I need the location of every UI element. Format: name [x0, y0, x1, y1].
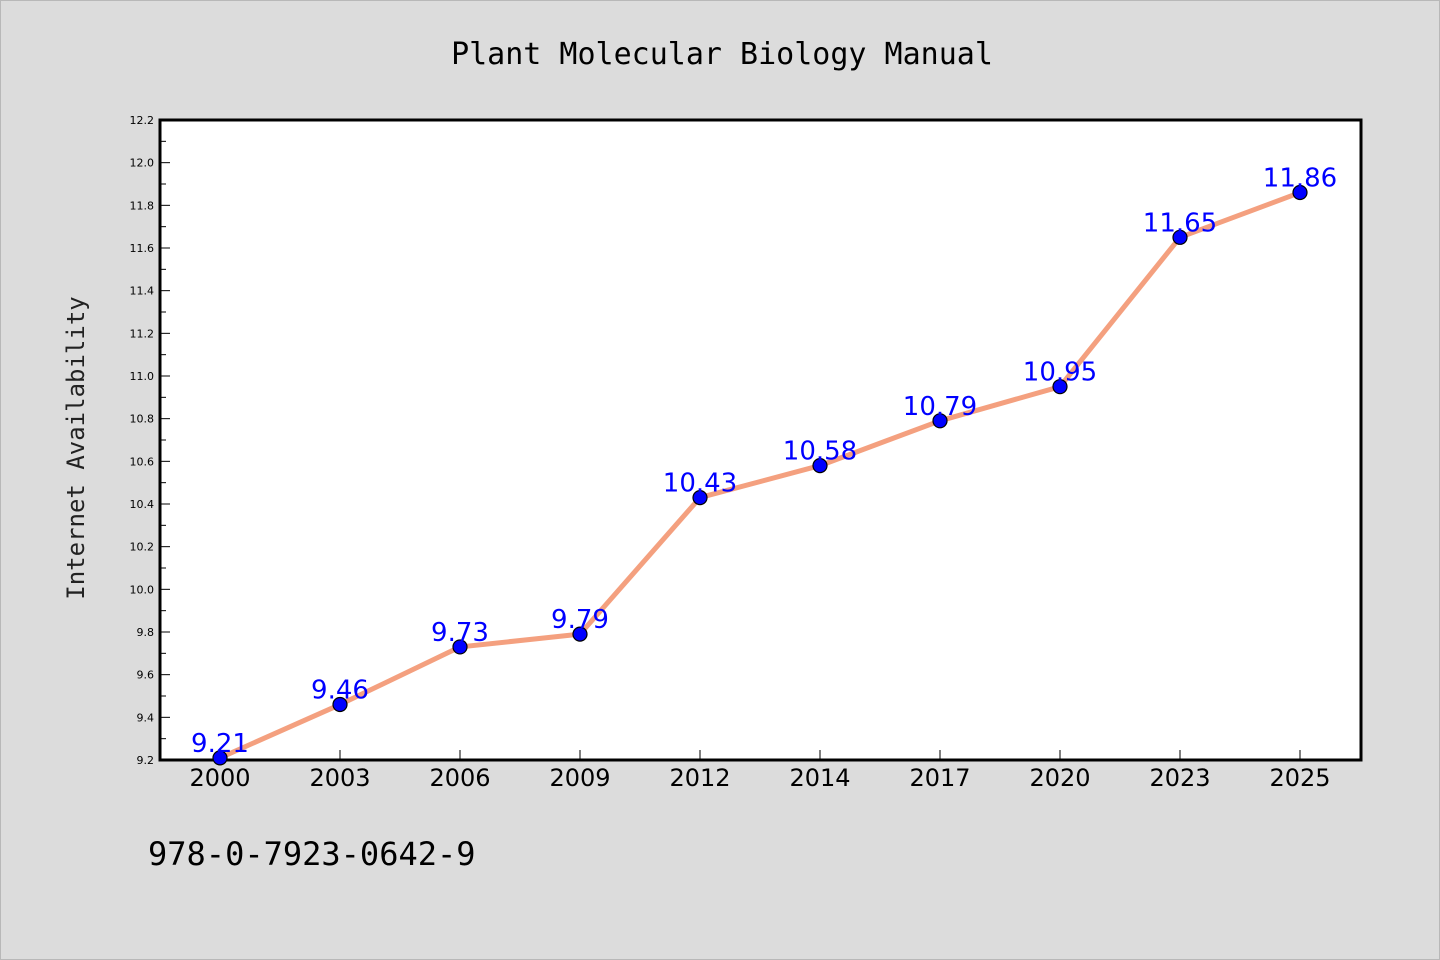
- data-label: 10.58: [783, 437, 857, 467]
- x-tick-label: 2023: [1149, 764, 1210, 792]
- x-tick-label: 2025: [1269, 764, 1330, 792]
- y-tick-label: 11.0: [130, 370, 155, 383]
- data-point: [1052, 379, 1068, 395]
- y-axis-label: Internet Availability: [62, 296, 90, 599]
- x-tick-label: 2009: [549, 764, 610, 792]
- y-tick-label: 10.6: [130, 455, 155, 468]
- y-tick-label: 10.8: [130, 413, 155, 426]
- y-tick-label: 11.4: [130, 285, 155, 298]
- x-tick-label: 2020: [1029, 764, 1090, 792]
- data-point: [932, 413, 948, 429]
- data-point: [1172, 229, 1188, 245]
- y-axis: 9.2 9.4 9.6 9.8 10.0 10.2 10.4 10.6 10.8 11.0 11.2…: [130, 114, 170, 767]
- data-label: 9.73: [431, 618, 489, 648]
- y-tick-label: 9.8: [137, 626, 155, 639]
- data-labels: 9.21 9.46 9.73 9.79 10.43 10.58 10.79 10.95 11.6…: [191, 164, 1337, 759]
- y-tick-label: 11.6: [130, 242, 155, 255]
- y-tick-label: 11.8: [130, 199, 155, 212]
- x-tick-label: 2003: [309, 764, 370, 792]
- series-line: [217, 190, 1303, 761]
- y-tick-label: 10.0: [130, 583, 155, 596]
- y-tick-label: 11.2: [130, 327, 155, 340]
- chart-title: Plant Molecular Biology Manual: [451, 37, 993, 72]
- x-axis: 2000 2003 2006 2009 2012 2014 2017 2020 2023 2025: [189, 750, 1331, 792]
- x-tick-label: 2000: [189, 764, 250, 792]
- y-tick-label: 9.4: [137, 711, 155, 724]
- y-tick-label: 10.2: [130, 541, 155, 554]
- x-tick-label: 2006: [429, 764, 490, 792]
- data-label: 9.21: [191, 729, 249, 759]
- plot-area: [158, 118, 1363, 762]
- x-tick-label: 2017: [909, 764, 970, 792]
- data-label: 10.95: [1023, 358, 1097, 388]
- data-label: 10.43: [663, 469, 737, 499]
- data-point: [452, 639, 468, 655]
- series-markers: [212, 184, 1308, 766]
- data-point: [572, 626, 588, 642]
- data-label: 10.79: [903, 392, 977, 422]
- data-point: [212, 750, 228, 766]
- data-point: [812, 458, 828, 474]
- data-point: [332, 696, 348, 713]
- x-tick-label: 2012: [669, 764, 730, 792]
- x-tick-label: 2014: [789, 764, 850, 792]
- data-label: 11.65: [1143, 208, 1217, 238]
- y-tick-label: 9.6: [137, 669, 155, 682]
- data-point: [1292, 184, 1308, 201]
- data-label: 9.46: [311, 676, 369, 706]
- y-tick-label: 12.2: [130, 114, 155, 127]
- data-point: [692, 490, 708, 506]
- data-label: 9.79: [551, 605, 609, 635]
- isbn-text: 978-0-7923-0642-9: [148, 835, 476, 873]
- y-tick-label: 9.2: [137, 754, 155, 767]
- y-tick-label: 12.0: [130, 157, 155, 170]
- y-tick-label: 10.4: [130, 498, 155, 511]
- data-label: 11.86: [1263, 164, 1337, 194]
